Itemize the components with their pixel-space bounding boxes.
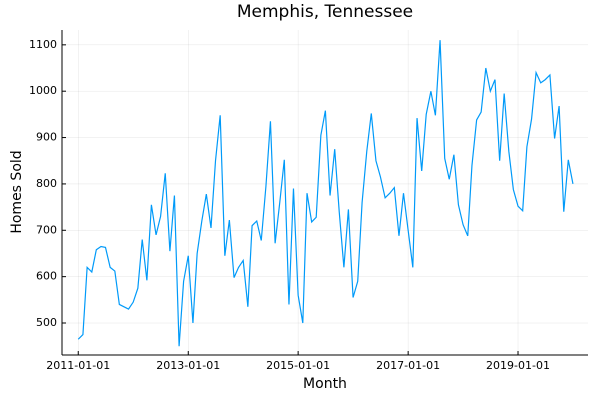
y-tick-label: 1000	[29, 84, 57, 97]
x-tick-label: 2011-01-01	[46, 359, 110, 372]
y-tick-label: 500	[36, 316, 57, 329]
x-tick-label: 2015-01-01	[266, 359, 330, 372]
line-series	[77, 40, 574, 347]
y-axis-title: Homes Sold	[9, 150, 25, 233]
x-tick-label: 2013-01-01	[156, 359, 220, 372]
x-tick-label: 2019-01-01	[486, 359, 550, 372]
y-tick-label: 1100	[29, 38, 57, 51]
chart-title: Memphis, Tennessee	[237, 2, 413, 22]
y-tick-label: 700	[36, 223, 57, 236]
y-tick-label: 800	[36, 177, 57, 190]
y-tick-label: 900	[36, 131, 57, 144]
x-tick-label: 2017-01-01	[376, 359, 440, 372]
y-tick-label: 600	[36, 270, 57, 283]
x-axis-title: Month	[303, 376, 347, 392]
